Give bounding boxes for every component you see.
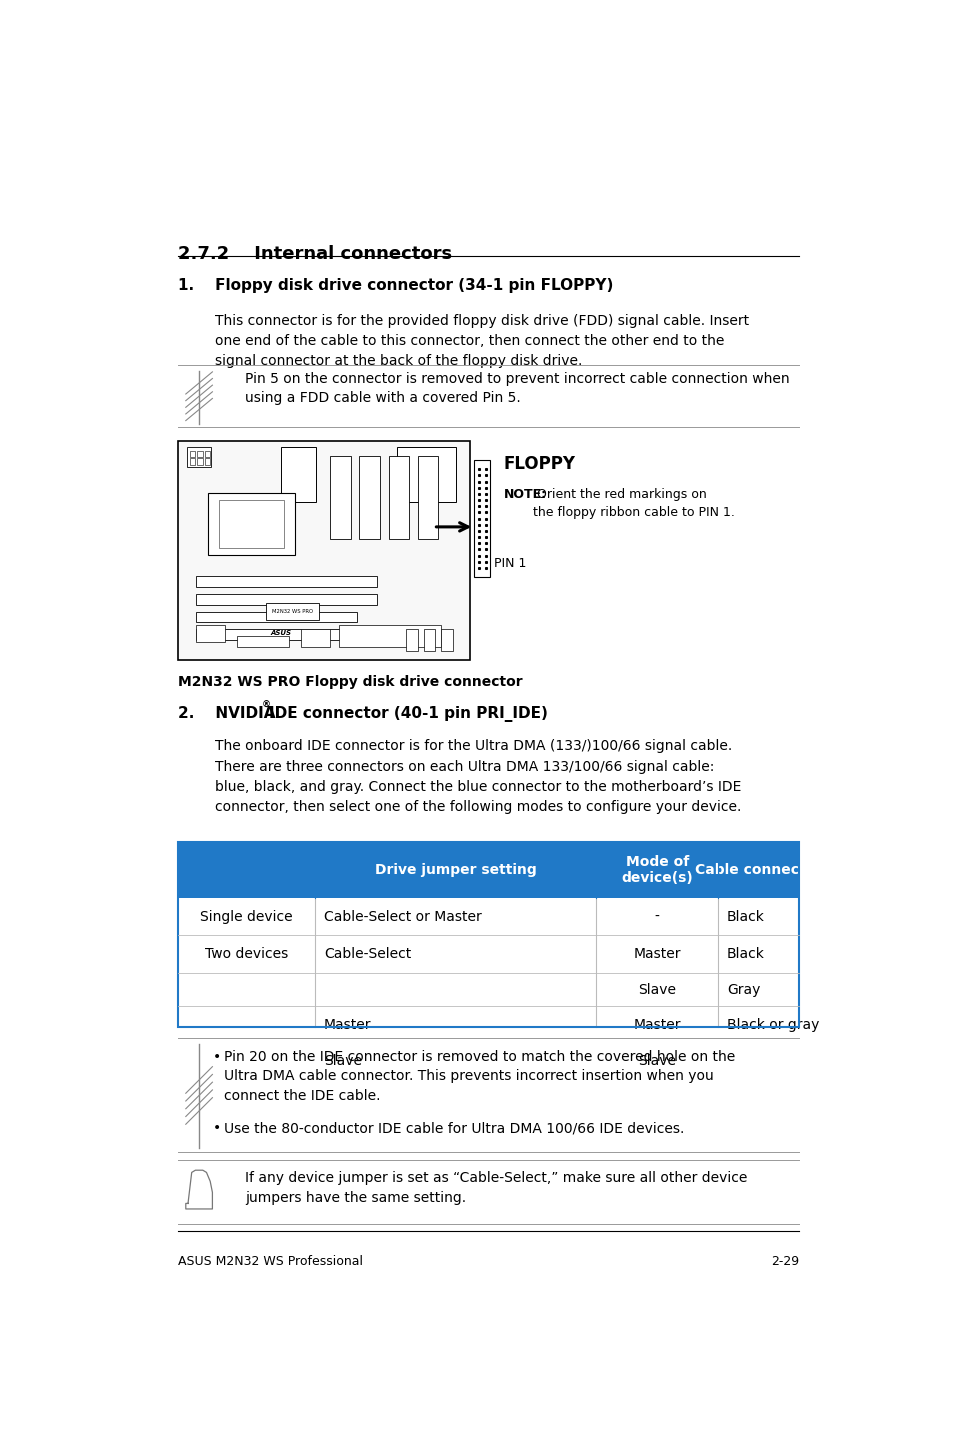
Bar [195, 594, 376, 605]
Text: Black: Black [726, 948, 764, 961]
Text: PIN 1: PIN 1 [494, 557, 526, 569]
Text: Slave: Slave [638, 982, 676, 997]
Text: Master: Master [324, 1018, 371, 1032]
Bar [195, 577, 376, 587]
Bar [406, 628, 417, 651]
Bar [301, 628, 330, 647]
Text: Orient the red markings on
the floppy ribbon cable to PIN 1.: Orient the red markings on the floppy ri… [533, 487, 735, 519]
Bar [178, 843, 799, 1027]
Bar [197, 452, 202, 457]
Bar [441, 628, 453, 651]
Bar [359, 456, 379, 539]
Text: Two devices: Two devices [205, 948, 288, 961]
Text: NOTE:: NOTE: [503, 487, 546, 500]
Text: FLOPPY: FLOPPY [503, 454, 575, 473]
Text: 2.    NVIDIA: 2. NVIDIA [178, 706, 275, 722]
Text: •: • [213, 1122, 221, 1136]
Bar [197, 459, 202, 464]
Text: 2.7.2    Internal connectors: 2.7.2 Internal connectors [178, 244, 452, 263]
Bar [205, 452, 210, 457]
Text: The onboard IDE connector is for the Ultra DMA (133/)100/66 signal cable.
There : The onboard IDE connector is for the Ult… [215, 739, 741, 814]
Bar [187, 447, 211, 467]
Bar [330, 456, 351, 539]
Bar [236, 636, 289, 647]
Text: •: • [213, 1050, 221, 1064]
Text: Pin 20 on the IDE connector is removed to match the covered hole on the
Ultra DM: Pin 20 on the IDE connector is removed t… [224, 1050, 735, 1103]
Bar [338, 624, 441, 647]
Text: Use the 80-conductor IDE cable for Ultra DMA 100/66 IDE devices.: Use the 80-conductor IDE cable for Ultra… [224, 1122, 684, 1136]
Text: M2N32 WS PRO: M2N32 WS PRO [272, 610, 313, 614]
Bar [219, 500, 283, 548]
Text: ®: ® [262, 700, 271, 710]
Text: Gray: Gray [726, 982, 760, 997]
Text: M2N32 WS PRO Floppy disk drive connector: M2N32 WS PRO Floppy disk drive connector [178, 676, 522, 689]
Text: Single device: Single device [200, 910, 293, 923]
Text: ASUS: ASUS [270, 630, 291, 637]
Text: Mode of
device(s): Mode of device(s) [620, 856, 692, 886]
Text: If any device jumper is set as “Cable-Select,” make sure all other device
jumper: If any device jumper is set as “Cable-Se… [245, 1172, 746, 1205]
Bar [195, 628, 341, 640]
Text: Black or gray: Black or gray [726, 1018, 819, 1032]
Bar [208, 493, 294, 555]
Bar [190, 452, 195, 457]
Bar [178, 897, 799, 1027]
Bar [178, 843, 799, 897]
Text: This connector is for the provided floppy disk drive (FDD) signal cable. Insert
: This connector is for the provided flopp… [215, 315, 749, 368]
Text: IDE connector (40-1 pin PRI_IDE): IDE connector (40-1 pin PRI_IDE) [269, 706, 547, 722]
Bar [280, 447, 315, 502]
Bar [417, 456, 437, 539]
Bar [423, 628, 435, 651]
Text: ASUS M2N32 WS Professional: ASUS M2N32 WS Professional [178, 1255, 363, 1268]
Text: Cable-Select: Cable-Select [324, 948, 411, 961]
Bar [205, 459, 210, 464]
Text: Drive jumper setting: Drive jumper setting [375, 863, 536, 877]
Text: 2-29: 2-29 [771, 1255, 799, 1268]
Text: Master: Master [633, 1018, 680, 1032]
Text: Black: Black [726, 910, 764, 923]
Bar [388, 456, 409, 539]
Text: Pin 5 on the connector is removed to prevent incorrect cable connection when
usi: Pin 5 on the connector is removed to pre… [245, 372, 789, 406]
Text: Cable-Select or Master: Cable-Select or Master [324, 910, 481, 923]
Bar [397, 447, 456, 502]
Text: Slave: Slave [324, 1054, 362, 1067]
Bar [195, 611, 356, 623]
Text: 1.    Floppy disk drive connector (34-1 pin FLOPPY): 1. Floppy disk drive connector (34-1 pin… [178, 278, 613, 293]
Bar [266, 603, 318, 620]
Bar [195, 624, 225, 643]
Bar [190, 459, 195, 464]
Bar [178, 440, 470, 660]
Text: Master: Master [633, 948, 680, 961]
Text: Cable connector: Cable connector [695, 863, 821, 877]
Text: -: - [654, 910, 659, 923]
Bar [474, 460, 490, 577]
Text: Slave: Slave [638, 1054, 676, 1067]
